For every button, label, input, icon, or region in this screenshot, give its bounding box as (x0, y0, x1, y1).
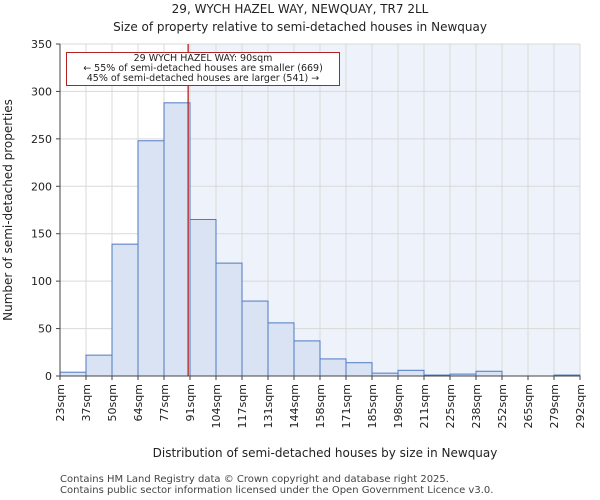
x-tick-label: 104sqm (210, 384, 223, 428)
x-tick-label: 292sqm (574, 384, 587, 428)
bar (85, 354, 113, 377)
x-tick-label: 198sqm (392, 384, 405, 428)
annotation-line-2: ← 55% of semi-detached houses are smalle… (83, 63, 323, 74)
bar (345, 362, 373, 377)
footer-line-1: Contains HM Land Registry data © Crown c… (60, 474, 449, 485)
x-tick-label: 23sqm (54, 384, 67, 421)
x-tick-label: 279sqm (548, 384, 561, 428)
grid-lines (59, 43, 581, 377)
bar (397, 369, 425, 377)
x-tick-label: 117sqm (236, 384, 249, 428)
x-tick-label: 131sqm (262, 384, 275, 428)
chart-title: 29, WYCH HAZEL WAY, NEWQUAY, TR7 2LL (171, 2, 429, 16)
x-tick-label: 158sqm (314, 384, 327, 428)
x-tick-label: 225sqm (444, 384, 457, 428)
x-tick-label: 91sqm (184, 384, 197, 421)
chart-subtitle: Size of property relative to semi-detach… (113, 20, 487, 34)
x-tick-label: 144sqm (288, 384, 301, 428)
footer-line-2: Contains public sector information licen… (60, 485, 494, 496)
annotation-line-1: 29 WYCH HAZEL WAY: 90sqm (133, 53, 273, 64)
x-tick-label: 211sqm (418, 384, 431, 428)
bar (241, 300, 269, 377)
annotation-box: 29 WYCH HAZEL WAY: 90sqm ← 55% of semi-d… (66, 52, 340, 86)
bar (215, 262, 243, 377)
bar (319, 358, 347, 377)
y-tick-label: 50 (38, 323, 52, 336)
bar (475, 370, 503, 377)
x-axis-label: Distribution of semi-detached houses by … (153, 446, 498, 460)
y-tick-label: 250 (31, 133, 52, 146)
bar (293, 340, 321, 377)
x-tick-label: 37sqm (80, 384, 93, 421)
bar (267, 322, 295, 377)
annotation-line-3: 45% of semi-detached houses are larger (… (86, 73, 320, 84)
bars-group (59, 102, 581, 377)
bar (111, 243, 139, 377)
y-tick-label: 350 (31, 38, 52, 51)
x-tick-label: 50sqm (106, 384, 119, 421)
x-tick-label: 252sqm (496, 384, 509, 428)
x-tick-label: 185sqm (366, 384, 379, 428)
x-tick-label: 238sqm (470, 384, 483, 428)
y-axis-label: Number of semi-detached properties (1, 99, 15, 321)
x-tick-label: 265sqm (522, 384, 535, 428)
x-tick-label: 77sqm (158, 384, 171, 421)
y-tick-label: 100 (31, 275, 52, 288)
bar (189, 218, 217, 377)
y-tick-label: 200 (31, 180, 52, 193)
x-tick-label: 171sqm (340, 384, 353, 428)
y-tick-label: 150 (31, 228, 52, 241)
y-tick-label: 300 (31, 85, 52, 98)
bar (163, 102, 191, 377)
bar (59, 371, 87, 377)
x-tick-label: 64sqm (132, 384, 145, 421)
y-tick-label: 0 (45, 370, 52, 383)
bar (137, 140, 165, 377)
y-tick-labels: 0 50 100 150 200 250 300 350 (31, 38, 60, 383)
x-tick-labels: 23sqm 37sqm 50sqm 64sqm 77sqm 91sqm 104sqm 117s… (54, 376, 587, 428)
